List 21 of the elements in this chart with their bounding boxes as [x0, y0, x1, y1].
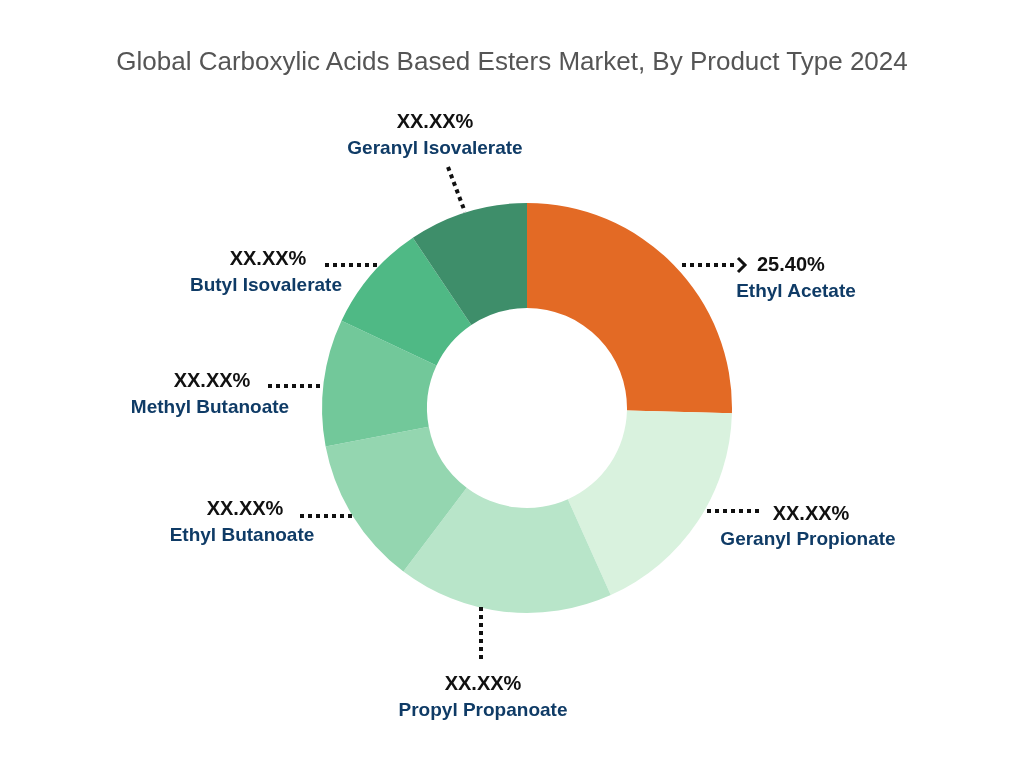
slice-label: Geranyl Isovalerate: [347, 137, 523, 158]
data-label: XX.XX%: [206, 497, 284, 519]
slice-label: Geranyl Propionate: [720, 528, 896, 549]
data-label: 25.40%: [757, 253, 826, 275]
donut-slice: [325, 426, 467, 572]
data-label: XX.XX%: [396, 110, 474, 132]
slice-label: Ethyl Butanoate: [169, 524, 315, 545]
donut-slice: [527, 203, 732, 414]
data-label: XX.XX%: [229, 247, 307, 269]
data-label: XX.XX%: [444, 672, 522, 694]
data-label: XX.XX%: [772, 502, 850, 524]
slice-label: Propyl Propanoate: [398, 699, 568, 720]
slice-label: Ethyl Acetate: [736, 280, 856, 301]
slice-label: Methyl Butanoate: [130, 396, 290, 417]
donut-slice: [341, 237, 472, 366]
donut-slice: [412, 203, 527, 325]
chart-title: Global Carboxylic Acids Based Esters Market, By Product Type 2024: [116, 46, 908, 76]
donut-slice: [322, 320, 437, 447]
donut-slice: [403, 487, 611, 613]
slice-label: Butyl Isovalerate: [189, 274, 343, 295]
data-label: XX.XX%: [173, 369, 251, 391]
